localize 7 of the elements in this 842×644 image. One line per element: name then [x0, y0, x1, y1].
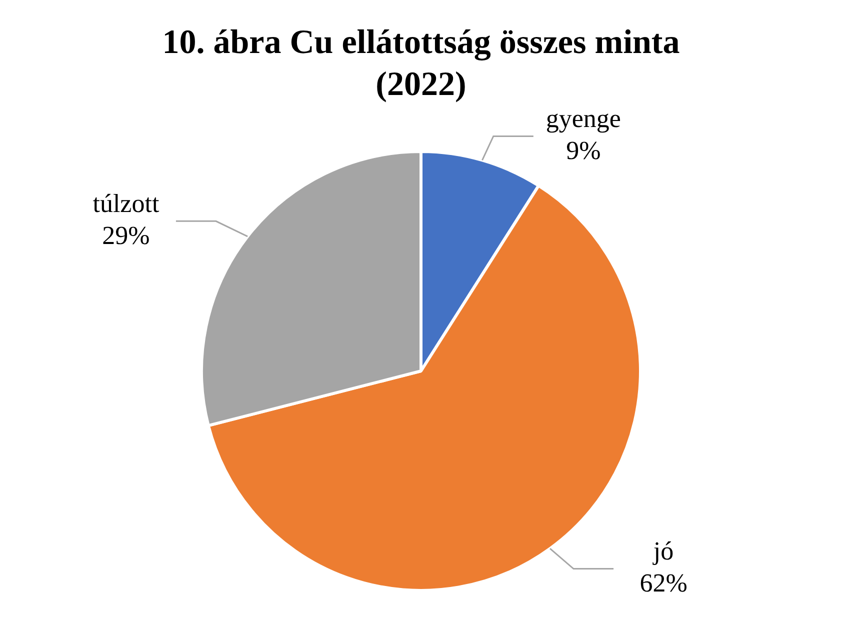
chart-title: 10. ábra Cu ellátottság összes minta (2022) [161, 23, 681, 105]
data-label: 29% [102, 220, 150, 250]
data-label: 62% [640, 568, 688, 598]
slice-label: gyenge [546, 104, 621, 134]
slice-label: jó [652, 536, 674, 566]
data-label: 9% [566, 136, 601, 166]
slice-label: túlzott [92, 188, 160, 218]
